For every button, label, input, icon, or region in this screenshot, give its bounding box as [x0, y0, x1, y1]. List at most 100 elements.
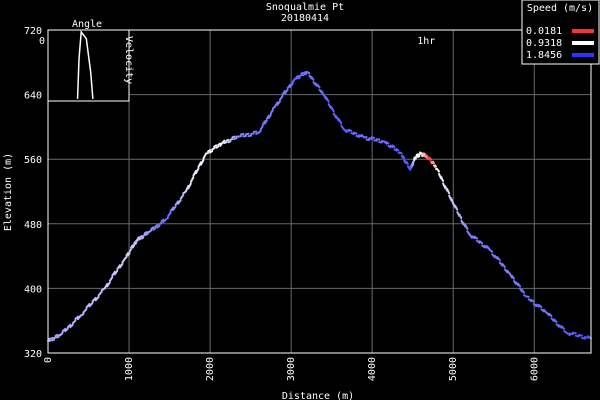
elevation-segment: [540, 308, 545, 313]
elevation-segment: [532, 303, 538, 308]
elevation-segment: [491, 253, 496, 259]
elevation-segment: [269, 108, 274, 115]
elevation-segment: [213, 144, 218, 148]
elevation-segment: [558, 324, 563, 329]
elevation-segment: [347, 128, 353, 132]
elevation-segment: [425, 157, 429, 160]
elevation-segment: [143, 231, 148, 235]
inset-title: Angle: [72, 19, 102, 30]
elevation-segment: [387, 144, 392, 149]
elevation-segment: [375, 138, 381, 141]
elevation-segment: [521, 289, 526, 294]
elevation-segment: [273, 101, 279, 108]
elevation-segment: [393, 148, 398, 152]
elevation-segment: [148, 229, 153, 233]
y-tick-label: 400: [24, 284, 42, 295]
elevation-segment: [66, 323, 72, 329]
elevation-segment: [199, 158, 205, 166]
elevation-segment: [136, 236, 140, 241]
elevation-segment: [580, 336, 586, 340]
legend-swatch: [572, 29, 594, 33]
elevation-segment: [127, 252, 131, 257]
elevation-segment: [411, 162, 415, 167]
elevation-segment: [74, 315, 79, 321]
elevation-segment: [145, 232, 149, 236]
elevation-segment: [428, 157, 432, 161]
x-axis-label: Distance (m): [282, 391, 354, 400]
elevation-segment: [350, 132, 355, 136]
elevation-segment: [239, 132, 245, 136]
elevation-segment: [433, 164, 438, 168]
elevation-segment: [177, 199, 182, 205]
inset-plot: Angle 0 Velocity: [39, 19, 134, 102]
elevation-segment: [483, 244, 489, 249]
elevation-segment: [537, 303, 543, 308]
elevation-segment: [152, 227, 157, 231]
elevation-segment: [103, 282, 109, 290]
elevation-segment: [61, 327, 67, 333]
elevation-segment: [301, 73, 306, 77]
elevation-segment: [399, 151, 403, 155]
elevation-segment: [261, 120, 266, 126]
elevation-segment: [156, 224, 161, 229]
elevation-segment: [71, 319, 77, 325]
elevation-segment: [111, 270, 116, 277]
elevation-segment: [194, 167, 200, 175]
elevation-segment: [167, 211, 172, 218]
elevation-segment: [553, 318, 558, 323]
elevation-segment: [56, 335, 60, 339]
elevation-segment: [172, 205, 177, 211]
elevation-segment: [289, 82, 294, 89]
elevation-segment: [131, 244, 136, 249]
elevation-segment: [53, 336, 57, 340]
elevation-segment: [130, 244, 134, 249]
elevation-segment: [424, 154, 428, 157]
elevation-segment: [464, 224, 469, 230]
y-tick-label: 560: [24, 155, 42, 166]
elevation-segment: [211, 147, 216, 151]
elevation-segment: [184, 184, 190, 193]
elevation-segment: [250, 132, 255, 136]
elevation-segment: [358, 134, 363, 138]
elevation-segment: [401, 155, 406, 160]
legend-entry-label: 0.9318: [526, 38, 562, 49]
chart-title: Snoqualmie Pt: [266, 2, 344, 13]
elevation-segment: [583, 336, 589, 339]
elevation-segment: [373, 139, 378, 142]
elevation-segment: [550, 317, 556, 322]
elevation-segment: [431, 160, 435, 165]
y-tick-label: 720: [24, 26, 42, 37]
inset-curve: [76, 29, 94, 100]
elevation-segment: [142, 233, 146, 237]
elevation-segment: [510, 274, 516, 280]
inset-frame: [47, 29, 130, 102]
elevation-segment: [405, 160, 409, 165]
elevation-segment: [85, 302, 91, 309]
inset-right-label: Velocity: [123, 36, 134, 84]
elevation-segment: [192, 169, 197, 177]
elevation-segment: [252, 130, 258, 133]
elevation-segment: [577, 333, 583, 337]
elevation-segment: [391, 144, 396, 148]
elevation-segment: [409, 167, 412, 171]
elevation-segment: [123, 256, 128, 260]
elevation-segment: [545, 311, 550, 317]
elevation-segment: [342, 128, 348, 133]
elevation-segment: [263, 119, 268, 125]
elevation-segment: [378, 141, 383, 144]
elevation-segment: [215, 145, 220, 149]
elevation-segment: [207, 149, 212, 153]
elevation-segment: [158, 221, 163, 226]
elevation-segment: [565, 331, 571, 337]
elevation-segment: [284, 88, 289, 95]
elevation-segment: [113, 269, 119, 276]
elevation-segment: [423, 155, 427, 158]
elevation-segment: [295, 75, 300, 78]
elevation-segment: [355, 134, 361, 138]
elevation-segment: [108, 276, 114, 282]
y-tick-label: 480: [24, 220, 42, 231]
elevation-segment: [187, 182, 192, 190]
elevation-segment: [51, 338, 56, 342]
